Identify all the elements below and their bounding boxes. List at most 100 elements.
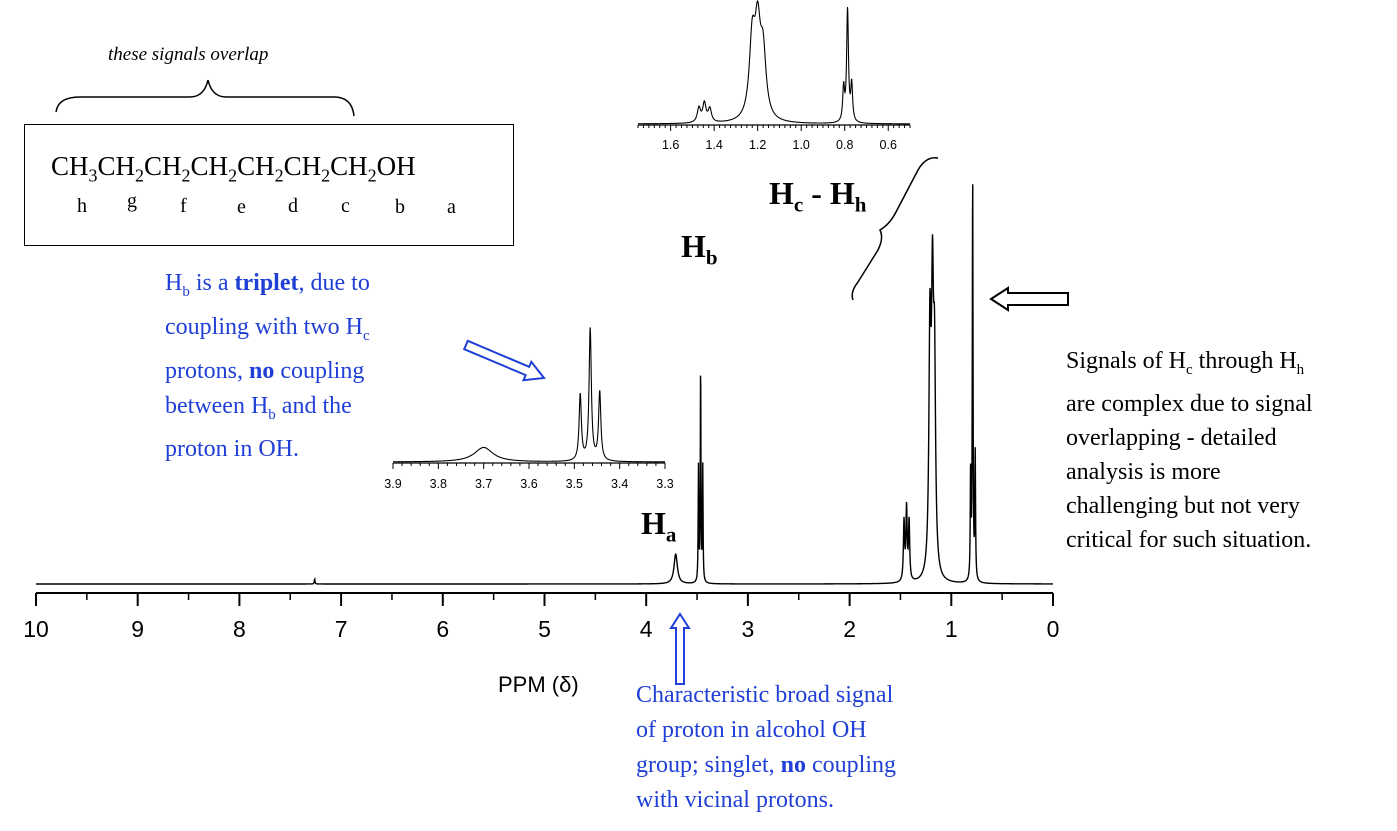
peak-label-ha: Ha: [641, 505, 677, 547]
inset2-tick-label: 1.2: [749, 138, 766, 152]
formula-run-12: CH: [330, 151, 368, 181]
formula-run-5: 2: [181, 165, 191, 186]
hc-note-run-0: analysis is more: [1066, 458, 1221, 485]
hc-note-run-3: h: [1296, 361, 1305, 378]
hb-note-run-1: b: [268, 406, 276, 423]
x-tick-label: 4: [640, 616, 653, 642]
hb-note-run-0: H: [165, 270, 183, 296]
hb-note-run-1: c: [363, 327, 370, 344]
formula-run-2: CH: [97, 151, 136, 181]
oh-note-line: of proton in alcohol OH: [636, 713, 896, 748]
hc-note-line: are complex due to signal: [1066, 387, 1313, 421]
oh-note-run-0: with vicinal protons.: [636, 787, 834, 813]
formula-run-14: OH: [376, 151, 416, 181]
hc-hh-pointer-arrow: [989, 286, 1069, 312]
inset1-spectrum-trace: [393, 327, 665, 463]
inset1-tick-label: 3.5: [566, 477, 583, 491]
x-tick-label: 9: [131, 616, 144, 642]
condensed-formula: CH3CH2CH2CH2CH2CH2CH2OH: [51, 151, 416, 186]
inset2-tick-label: 1.6: [662, 138, 679, 152]
formula-run-13: 2: [367, 165, 377, 186]
formula-run-1: 3: [88, 165, 98, 186]
hc-note-line: Signals of Hc through Hh: [1066, 344, 1313, 387]
oh-note-line: Characteristic broad signal: [636, 678, 896, 713]
hb-note-line: protons, no coupling: [165, 354, 370, 389]
hc-note-line: overlapping - detailed: [1066, 421, 1313, 455]
x-tick-label: 7: [335, 616, 348, 642]
position-label-f: f: [180, 195, 187, 217]
hb-note-run-2: and the: [275, 392, 352, 419]
position-label-d: d: [288, 195, 298, 217]
oh-note-line: group; singlet, no coupling: [636, 748, 896, 783]
inset2-spectrum-trace: [637, 0, 910, 125]
hc-hh-brace: [851, 157, 939, 301]
hb-note-run-0: coupling with two H: [165, 313, 363, 340]
inset2-tick-label: 0.6: [880, 138, 897, 152]
position-label-h: h: [77, 195, 87, 217]
hc-note-run-0: critical for such situation.: [1066, 526, 1312, 553]
hb-note-run-2: is a: [189, 270, 235, 296]
x-tick-label: 10: [23, 616, 49, 642]
hb-note-run-0: proton in OH.: [165, 436, 299, 463]
inset1-tick-label: 3.4: [611, 477, 628, 491]
x-tick-label: 1: [945, 616, 958, 642]
hb-inset-arrow: [462, 339, 546, 382]
structure-box: CH3CH2CH2CH2CH2CH2CH2OH: [24, 124, 514, 246]
formula-run-8: CH: [237, 151, 275, 181]
x-tick-label: 8: [233, 616, 246, 642]
hb-note-run-1: no: [249, 357, 275, 384]
peak-label-hb: Hb: [681, 228, 718, 270]
oh-note-run-2: coupling: [806, 752, 897, 778]
position-label-e: e: [237, 196, 246, 218]
hc-note-line: analysis is more: [1066, 455, 1313, 489]
x-tick-label: 6: [436, 616, 449, 642]
hc-note-run-0: overlapping - detailed: [1066, 424, 1277, 451]
ha-pointer-arrow: [669, 612, 691, 685]
x-axis-label: PPM (δ): [498, 672, 579, 697]
inset1-tick-label: 3.7: [475, 477, 492, 491]
hb-note-run-3: triplet: [234, 270, 299, 296]
hc-note-run-1: c: [1186, 361, 1193, 378]
position-label-c: c: [341, 195, 350, 217]
hb-note-run-0: between H: [165, 392, 269, 419]
oh-note-line: with vicinal protons.: [636, 783, 896, 818]
hc-hh-overlap-note: Signals of Hc through Hh are complex due …: [1066, 344, 1313, 557]
hb-note-line: Hb is a triplet, due to: [165, 266, 370, 310]
oh-note-run-1: no: [780, 752, 807, 778]
inset2-tick-label: 1.0: [793, 138, 810, 152]
x-tick-label: 5: [538, 616, 551, 642]
formula-run-9: 2: [274, 165, 284, 186]
formula-run-7: 2: [228, 165, 238, 186]
inset1-tick-label: 3.9: [384, 477, 401, 491]
hc-note-run-0: Signals of H: [1066, 348, 1186, 374]
peak-label-hc-hh: Hc - Hh: [769, 175, 867, 217]
oh-signal-note: Characteristic broad signal of proton in …: [636, 678, 896, 818]
hb-note-line: proton in OH.: [165, 432, 370, 467]
inset2-tick-label: 0.8: [836, 138, 853, 152]
hb-note-run-0: protons,: [165, 357, 249, 384]
formula-run-10: CH: [283, 151, 322, 181]
overlap-note: these signals overlap: [108, 44, 269, 65]
overlap-brace: [55, 79, 355, 117]
x-tick-label: 3: [742, 616, 755, 642]
x-tick-label: 2: [843, 616, 856, 642]
hb-note-line: coupling with two Hc: [165, 310, 370, 354]
hc-note-run-0: are complex due to signal: [1066, 390, 1313, 417]
inset1-tick-label: 3.3: [656, 477, 673, 491]
hb-note-run-2: coupling: [274, 357, 365, 384]
hc-note-run-2: through H: [1192, 348, 1297, 374]
formula-run-0: CH: [51, 151, 89, 181]
inset1-tick-label: 3.8: [430, 477, 447, 491]
formula-run-11: 2: [321, 165, 331, 186]
oh-note-run-0: of proton in alcohol OH: [636, 717, 867, 743]
formula-run-6: CH: [190, 151, 229, 181]
main-spectrum-trace: [36, 184, 1053, 585]
hb-triplet-note: Hb is a triplet, due to coupling with two…: [165, 266, 370, 467]
hc-note-line: challenging but not very: [1066, 489, 1313, 523]
hb-note-run-4: , due to: [298, 270, 370, 296]
position-label-a: a: [447, 196, 456, 218]
x-tick-label: 0: [1047, 616, 1060, 642]
formula-run-4: CH: [144, 151, 182, 181]
